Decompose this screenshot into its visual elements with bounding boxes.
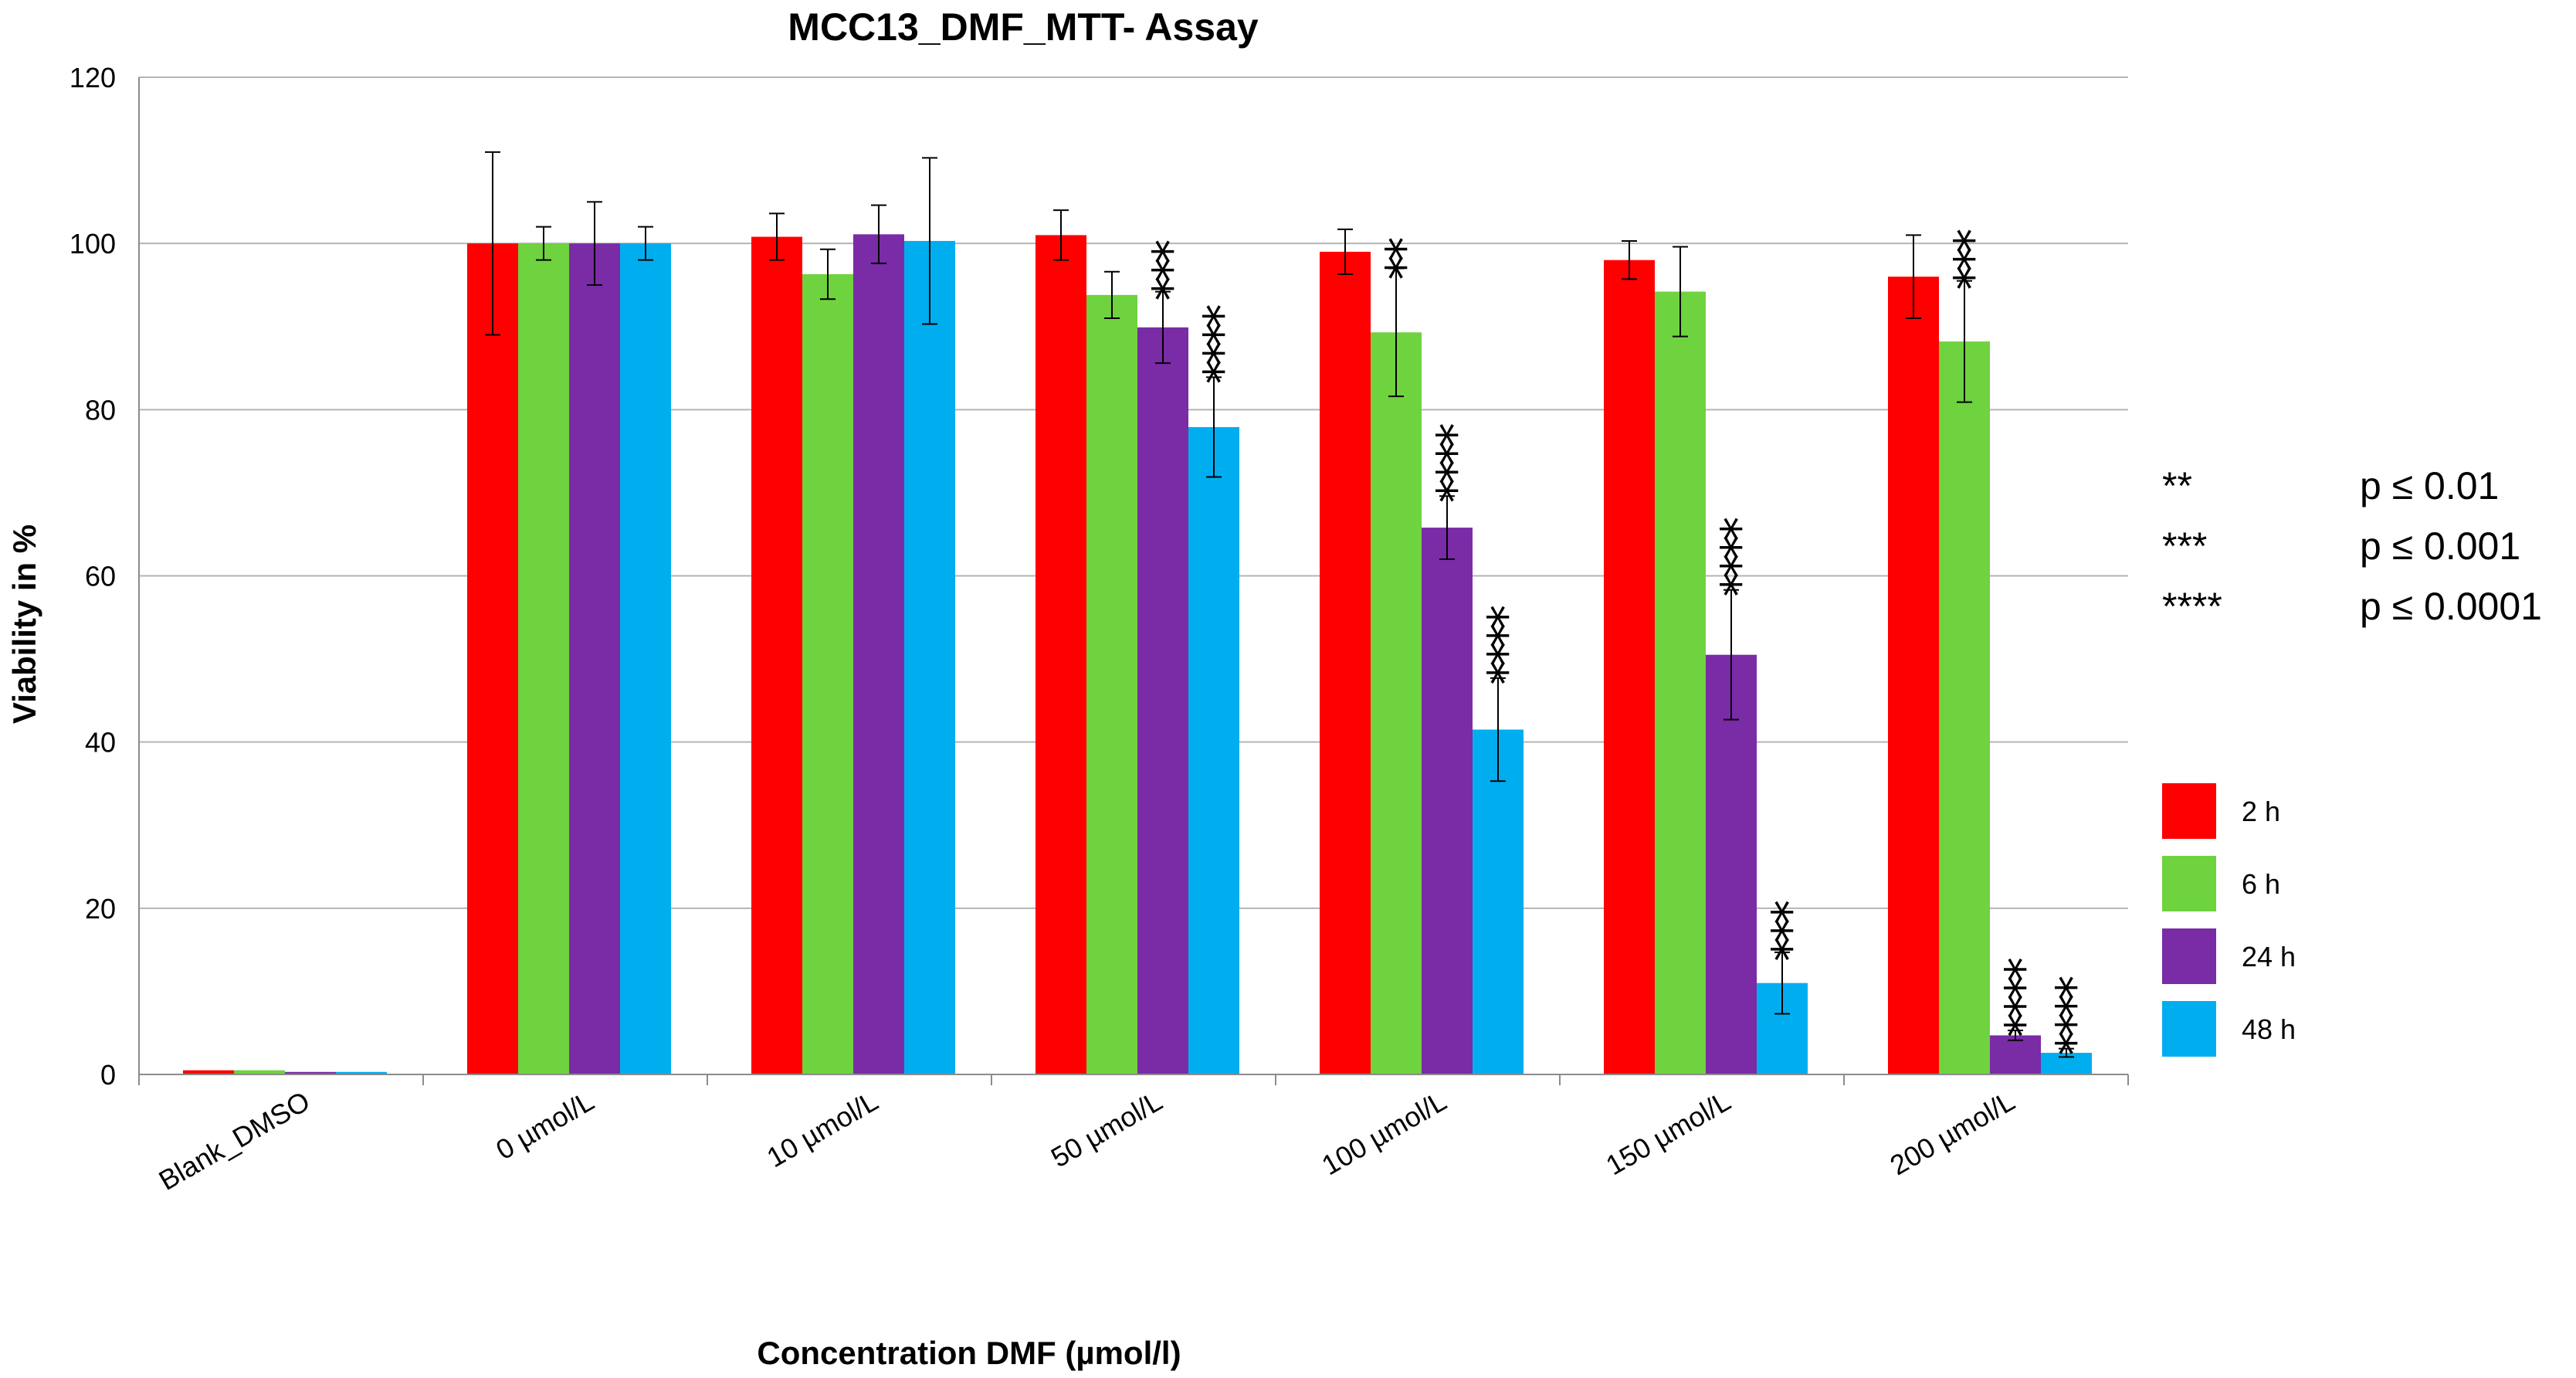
- legend-swatch: [2162, 1001, 2216, 1057]
- legend-swatch: [2162, 856, 2216, 911]
- bar: [1035, 235, 1086, 1074]
- x-axis-label: Concentration DMF (µmol/l): [757, 1335, 1181, 1371]
- bar: [1655, 291, 1706, 1074]
- y-tick-label: 40: [85, 727, 116, 759]
- y-tick-label: 120: [69, 62, 116, 93]
- chart-title: MCC13_DMF_MTT- Assay: [788, 5, 1259, 49]
- bar: [569, 243, 620, 1075]
- significance-stars: ****: [1175, 304, 1232, 383]
- bar: [1706, 654, 1757, 1074]
- bar: [620, 243, 671, 1075]
- bar: [1888, 277, 1939, 1075]
- significance-key-pvalue: p ≤ 0.0001: [2360, 585, 2542, 628]
- bar: [467, 243, 518, 1075]
- x-tick-label: Blank_DMSO: [154, 1084, 315, 1196]
- bar: [234, 1070, 285, 1074]
- x-tick-label: 10 µmol/L: [761, 1084, 883, 1173]
- y-tick-label: 100: [69, 228, 116, 260]
- significance-stars: ****: [2028, 976, 2085, 1055]
- legend-swatch: [2162, 783, 2216, 839]
- bar: [1320, 251, 1371, 1074]
- significance-stars: ***: [1744, 900, 1801, 961]
- bar: [1086, 294, 1137, 1074]
- bar: [904, 240, 955, 1074]
- bar: [1371, 332, 1422, 1074]
- legend: 2 h 6 h 24 h 48 h: [2162, 783, 2296, 1057]
- significance-stars: ****: [1977, 957, 2034, 1037]
- bar: [1422, 528, 1473, 1074]
- significance-key-pvalue: p ≤ 0.001: [2360, 524, 2520, 568]
- legend-label: 6 h: [2242, 868, 2280, 900]
- bar: [336, 1071, 387, 1074]
- significance-stars: ****: [1693, 517, 1750, 596]
- bar: [1188, 426, 1239, 1074]
- bar: [183, 1070, 234, 1074]
- legend-swatch: [2162, 928, 2216, 984]
- bar: [853, 234, 904, 1074]
- significance-key-stars: ****: [2162, 585, 2222, 628]
- bar: [802, 273, 853, 1074]
- x-tick-label: 100 µmol/L: [1317, 1084, 1452, 1181]
- x-tick-label: 150 µmol/L: [1601, 1084, 1736, 1181]
- significance-stars: ***: [1124, 239, 1181, 300]
- x-tick-label: 50 µmol/L: [1046, 1084, 1168, 1173]
- bar: [1137, 327, 1188, 1075]
- y-tick-label: 60: [85, 561, 116, 592]
- significance-key-stars: **: [2162, 464, 2192, 507]
- significance-stars: ***: [1926, 229, 1983, 290]
- y-axis-label: Viability in %: [6, 524, 42, 724]
- bar: [751, 236, 802, 1074]
- significance-key-pvalue: p ≤ 0.01: [2360, 464, 2499, 507]
- bar: [518, 243, 569, 1075]
- bar: [1473, 729, 1524, 1074]
- legend-label: 24 h: [2242, 941, 2296, 972]
- y-tick-label: 0: [100, 1059, 116, 1091]
- bar: [285, 1071, 336, 1074]
- plot-area: 020406080100120*************************…: [69, 62, 2129, 1196]
- y-tick-label: 80: [85, 394, 116, 426]
- significance-stars: ****: [1459, 605, 1517, 684]
- legend-label: 48 h: [2242, 1013, 2296, 1045]
- x-tick-label: 200 µmol/L: [1885, 1084, 2020, 1181]
- significance-stars: ****: [1408, 423, 1466, 502]
- x-tick-label: 0 µmol/L: [490, 1084, 599, 1166]
- significance-stars: **: [1357, 236, 1415, 279]
- legend-label: 2 h: [2242, 796, 2280, 827]
- bar: [1604, 260, 1655, 1074]
- y-tick-label: 20: [85, 893, 116, 925]
- bar: [1990, 1035, 2041, 1074]
- bar: [1939, 341, 1990, 1074]
- significance-key-stars: ***: [2162, 524, 2207, 568]
